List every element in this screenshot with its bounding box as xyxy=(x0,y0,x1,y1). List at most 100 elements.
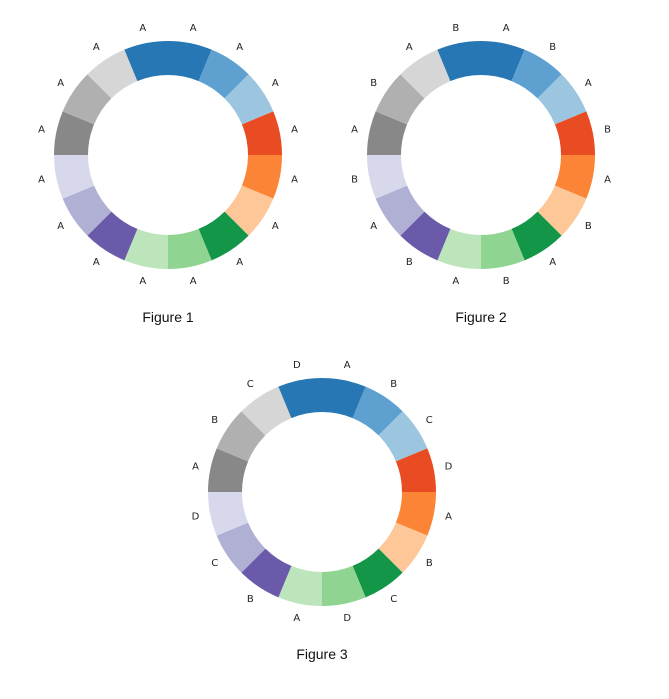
donut-segment xyxy=(481,41,525,82)
segment-label: A xyxy=(272,221,279,232)
segment-label: C xyxy=(247,379,254,390)
segment-label: C xyxy=(426,415,433,426)
donut-segment xyxy=(481,228,525,269)
donut-segment xyxy=(378,522,428,573)
donut-segment xyxy=(124,41,168,82)
donut-segment xyxy=(352,548,403,598)
donut-segment xyxy=(87,211,138,261)
donut-segment xyxy=(87,49,138,99)
donut-segment xyxy=(537,74,587,125)
segment-label: A xyxy=(291,124,298,135)
segment-label: B xyxy=(604,124,611,135)
donut-segment xyxy=(367,155,408,199)
donut-segment xyxy=(554,155,595,199)
segment-label: A xyxy=(93,42,100,53)
donut-segment xyxy=(208,492,249,536)
segment-label: A xyxy=(406,42,413,53)
segment-label: B xyxy=(211,415,218,426)
donut-segment xyxy=(62,185,112,236)
segment-label: A xyxy=(192,461,199,472)
segment-label: A xyxy=(291,175,298,186)
donut-segment xyxy=(367,111,408,155)
segment-label: D xyxy=(343,613,351,624)
segment-label: B xyxy=(370,78,377,89)
donut-segment xyxy=(216,522,266,573)
donut-segment xyxy=(322,565,366,606)
donut-segment xyxy=(198,49,249,99)
donut-segment xyxy=(241,155,282,199)
segment-label: A xyxy=(38,124,45,135)
segment-label: C xyxy=(211,558,218,569)
donut-segment xyxy=(537,185,587,236)
donut-segment xyxy=(168,41,212,82)
segment-label: A xyxy=(236,42,243,53)
donut-segment xyxy=(554,111,595,155)
donut-segment xyxy=(278,565,322,606)
segment-label: A xyxy=(190,23,197,34)
donut-segment xyxy=(511,211,562,261)
segment-label: B xyxy=(247,594,254,605)
donut-segment xyxy=(395,448,436,492)
segment-label: A xyxy=(503,23,510,34)
donut-segment xyxy=(54,155,95,199)
segment-label: A xyxy=(445,512,452,523)
figure-caption: Figure 2 xyxy=(455,309,507,325)
segment-label: B xyxy=(426,558,433,569)
donut-segment xyxy=(378,411,428,462)
figure-caption: Figure 1 xyxy=(142,309,194,325)
segment-label: D xyxy=(192,512,200,523)
donut-segment xyxy=(241,111,282,155)
segment-label: D xyxy=(293,360,301,371)
segment-label: A xyxy=(38,175,45,186)
donut-segment xyxy=(375,185,425,236)
donut-figure-3: A B C D A B C D A B C D A B C D Figure 3 xyxy=(192,360,453,662)
segment-label: A xyxy=(604,175,611,186)
figure-caption: Figure 3 xyxy=(296,646,348,662)
donut-segment xyxy=(278,378,322,419)
donut-segment xyxy=(168,228,212,269)
segment-label: A xyxy=(236,257,243,268)
donut-segment xyxy=(241,548,292,598)
donut-segment xyxy=(322,378,366,419)
donut-segment xyxy=(216,411,266,462)
donut-figure-1: A A A A A A A A A A A A A A A A Figure 1 xyxy=(38,23,298,325)
segment-label: A xyxy=(370,221,377,232)
segment-label: B xyxy=(585,221,592,232)
segment-label: C xyxy=(390,594,397,605)
segment-label: B xyxy=(503,276,510,287)
donut-segment xyxy=(375,74,425,125)
segment-label: A xyxy=(57,221,64,232)
segment-label: A xyxy=(293,613,300,624)
donut-segment xyxy=(400,211,451,261)
segment-label: A xyxy=(57,78,64,89)
segment-label: A xyxy=(351,124,358,135)
donut-segment xyxy=(62,74,112,125)
segment-label: A xyxy=(452,276,459,287)
segment-label: A xyxy=(272,78,279,89)
donut-segment xyxy=(208,448,249,492)
segment-label: A xyxy=(139,276,146,287)
donut-segment xyxy=(224,74,274,125)
donut-segment xyxy=(437,228,481,269)
segment-label: A xyxy=(585,78,592,89)
segment-label: B xyxy=(549,42,556,53)
donut-segment xyxy=(124,228,168,269)
donut-segment xyxy=(54,111,95,155)
segment-label: B xyxy=(351,175,358,186)
segment-label: A xyxy=(549,257,556,268)
donut-segment xyxy=(198,211,249,261)
donut-figure-2: A B A B A B A B A B A B A B A B Figure 2 xyxy=(351,23,611,325)
donut-segment xyxy=(511,49,562,99)
segment-label: A xyxy=(190,276,197,287)
segment-label: B xyxy=(452,23,459,34)
donut-segment xyxy=(400,49,451,99)
donut-segment xyxy=(395,492,436,536)
donut-segment xyxy=(224,185,274,236)
segment-label: D xyxy=(445,461,453,472)
segment-label: A xyxy=(93,257,100,268)
segment-label: A xyxy=(344,360,351,371)
segment-label: B xyxy=(390,379,397,390)
donut-segment xyxy=(352,386,403,436)
segment-label: B xyxy=(406,257,413,268)
